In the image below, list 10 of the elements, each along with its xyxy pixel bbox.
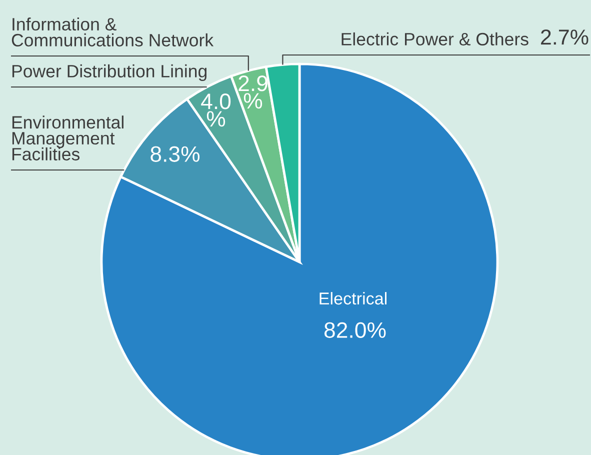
data-label: 82.0% bbox=[324, 322, 386, 338]
data-label: 4.0 % bbox=[201, 93, 231, 127]
data-label: 8.3% bbox=[150, 146, 200, 162]
data-label: 2.7% bbox=[541, 30, 588, 45]
slice-label: Electric Power & Others bbox=[342, 32, 528, 46]
data-label: 2.9 % bbox=[238, 75, 268, 109]
slice-label: Electrical bbox=[320, 292, 387, 305]
slice-label: Information & Communications Network bbox=[12, 18, 214, 46]
slice-label: Power Distribution Lining bbox=[12, 64, 206, 81]
slice-label: Environmental Management Facilities bbox=[12, 116, 124, 160]
